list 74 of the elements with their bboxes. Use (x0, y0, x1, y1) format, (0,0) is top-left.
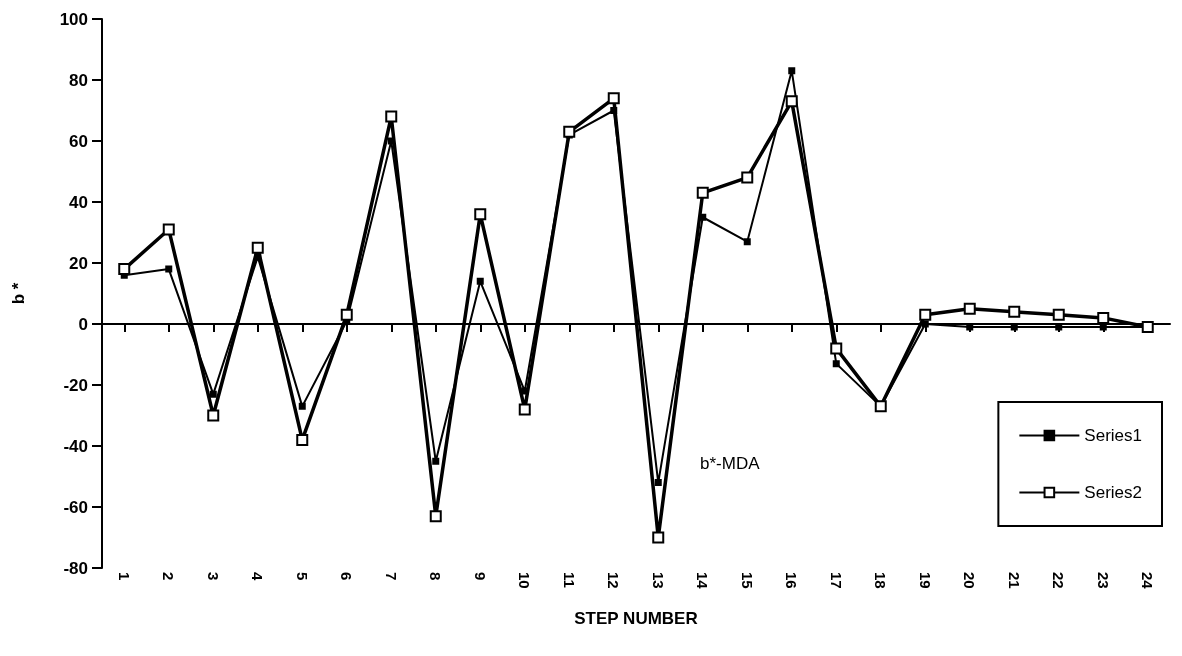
y-tick-label: -20 (63, 375, 88, 395)
point (476, 277, 484, 285)
x-tick-label: 5 (293, 572, 311, 581)
x-tick-label: 16 (783, 572, 801, 589)
x-tick-label: 21 (1005, 572, 1023, 589)
x-tick-label: 7 (382, 572, 400, 581)
point (610, 107, 618, 114)
y-tick-label: 0 (78, 314, 88, 334)
y-tick-label: 60 (69, 131, 88, 151)
point (699, 213, 707, 221)
x-tick-label: 3 (204, 572, 222, 581)
point (743, 238, 751, 246)
y-tick-label: -80 (63, 558, 88, 578)
x-tick-label: 18 (872, 572, 890, 589)
x-axis-title: STEP NUMBER (574, 609, 698, 628)
point (518, 403, 531, 416)
point (474, 208, 487, 221)
point (563, 125, 576, 138)
legend-label: Series2 (1084, 483, 1142, 502)
point (1097, 311, 1110, 324)
point (251, 241, 264, 254)
x-tick-label: 17 (827, 572, 845, 589)
x-tick-label: 24 (1139, 572, 1157, 590)
point (921, 320, 929, 328)
point (919, 308, 932, 321)
point (652, 531, 665, 544)
y-tick-label: 20 (69, 253, 88, 273)
x-tick-label: 1 (115, 572, 133, 581)
legend-label: Series1 (1084, 426, 1142, 445)
point (162, 223, 175, 236)
point (830, 342, 843, 355)
point (788, 67, 796, 75)
point (1052, 308, 1065, 321)
point (118, 263, 131, 276)
point (209, 390, 217, 398)
point (254, 253, 262, 261)
x-tick-label: 13 (649, 572, 667, 589)
x-tick-label: 19 (916, 572, 934, 589)
point (963, 302, 976, 315)
x-tick-label: 23 (1094, 572, 1112, 589)
point (1008, 305, 1021, 318)
point (696, 186, 709, 199)
x-tick-label: 2 (160, 572, 178, 581)
y-tick-label: 80 (69, 70, 88, 90)
x-tick-label: 4 (249, 572, 267, 581)
point (385, 110, 398, 123)
y-axis-title: b * (9, 282, 28, 305)
point (296, 433, 309, 446)
x-tick-label: 9 (471, 572, 489, 581)
point (785, 95, 798, 108)
x-tick-label: 15 (738, 572, 756, 589)
y-tick-label: -40 (63, 436, 88, 456)
point (654, 479, 662, 487)
point (832, 360, 840, 368)
x-tick-label: 6 (338, 572, 356, 581)
point (432, 457, 440, 465)
x-tick-label: 22 (1050, 572, 1068, 589)
x-tick-label: 12 (605, 572, 623, 589)
annotation: b*-MDA (700, 454, 761, 473)
x-tick-label: 10 (516, 572, 534, 589)
point (340, 308, 353, 321)
point (165, 265, 173, 273)
point (207, 409, 220, 422)
x-tick-label: 8 (427, 572, 445, 581)
point (607, 92, 620, 105)
point (429, 510, 442, 523)
y-tick-label: 100 (59, 9, 88, 29)
point (741, 171, 754, 184)
x-tick-label: 20 (961, 572, 979, 589)
y-tick-label: -60 (63, 497, 88, 517)
x-tick-label: 11 (560, 572, 578, 588)
y-tick-label: 40 (69, 192, 88, 212)
x-tick-label: 14 (694, 572, 712, 590)
point (298, 402, 306, 410)
